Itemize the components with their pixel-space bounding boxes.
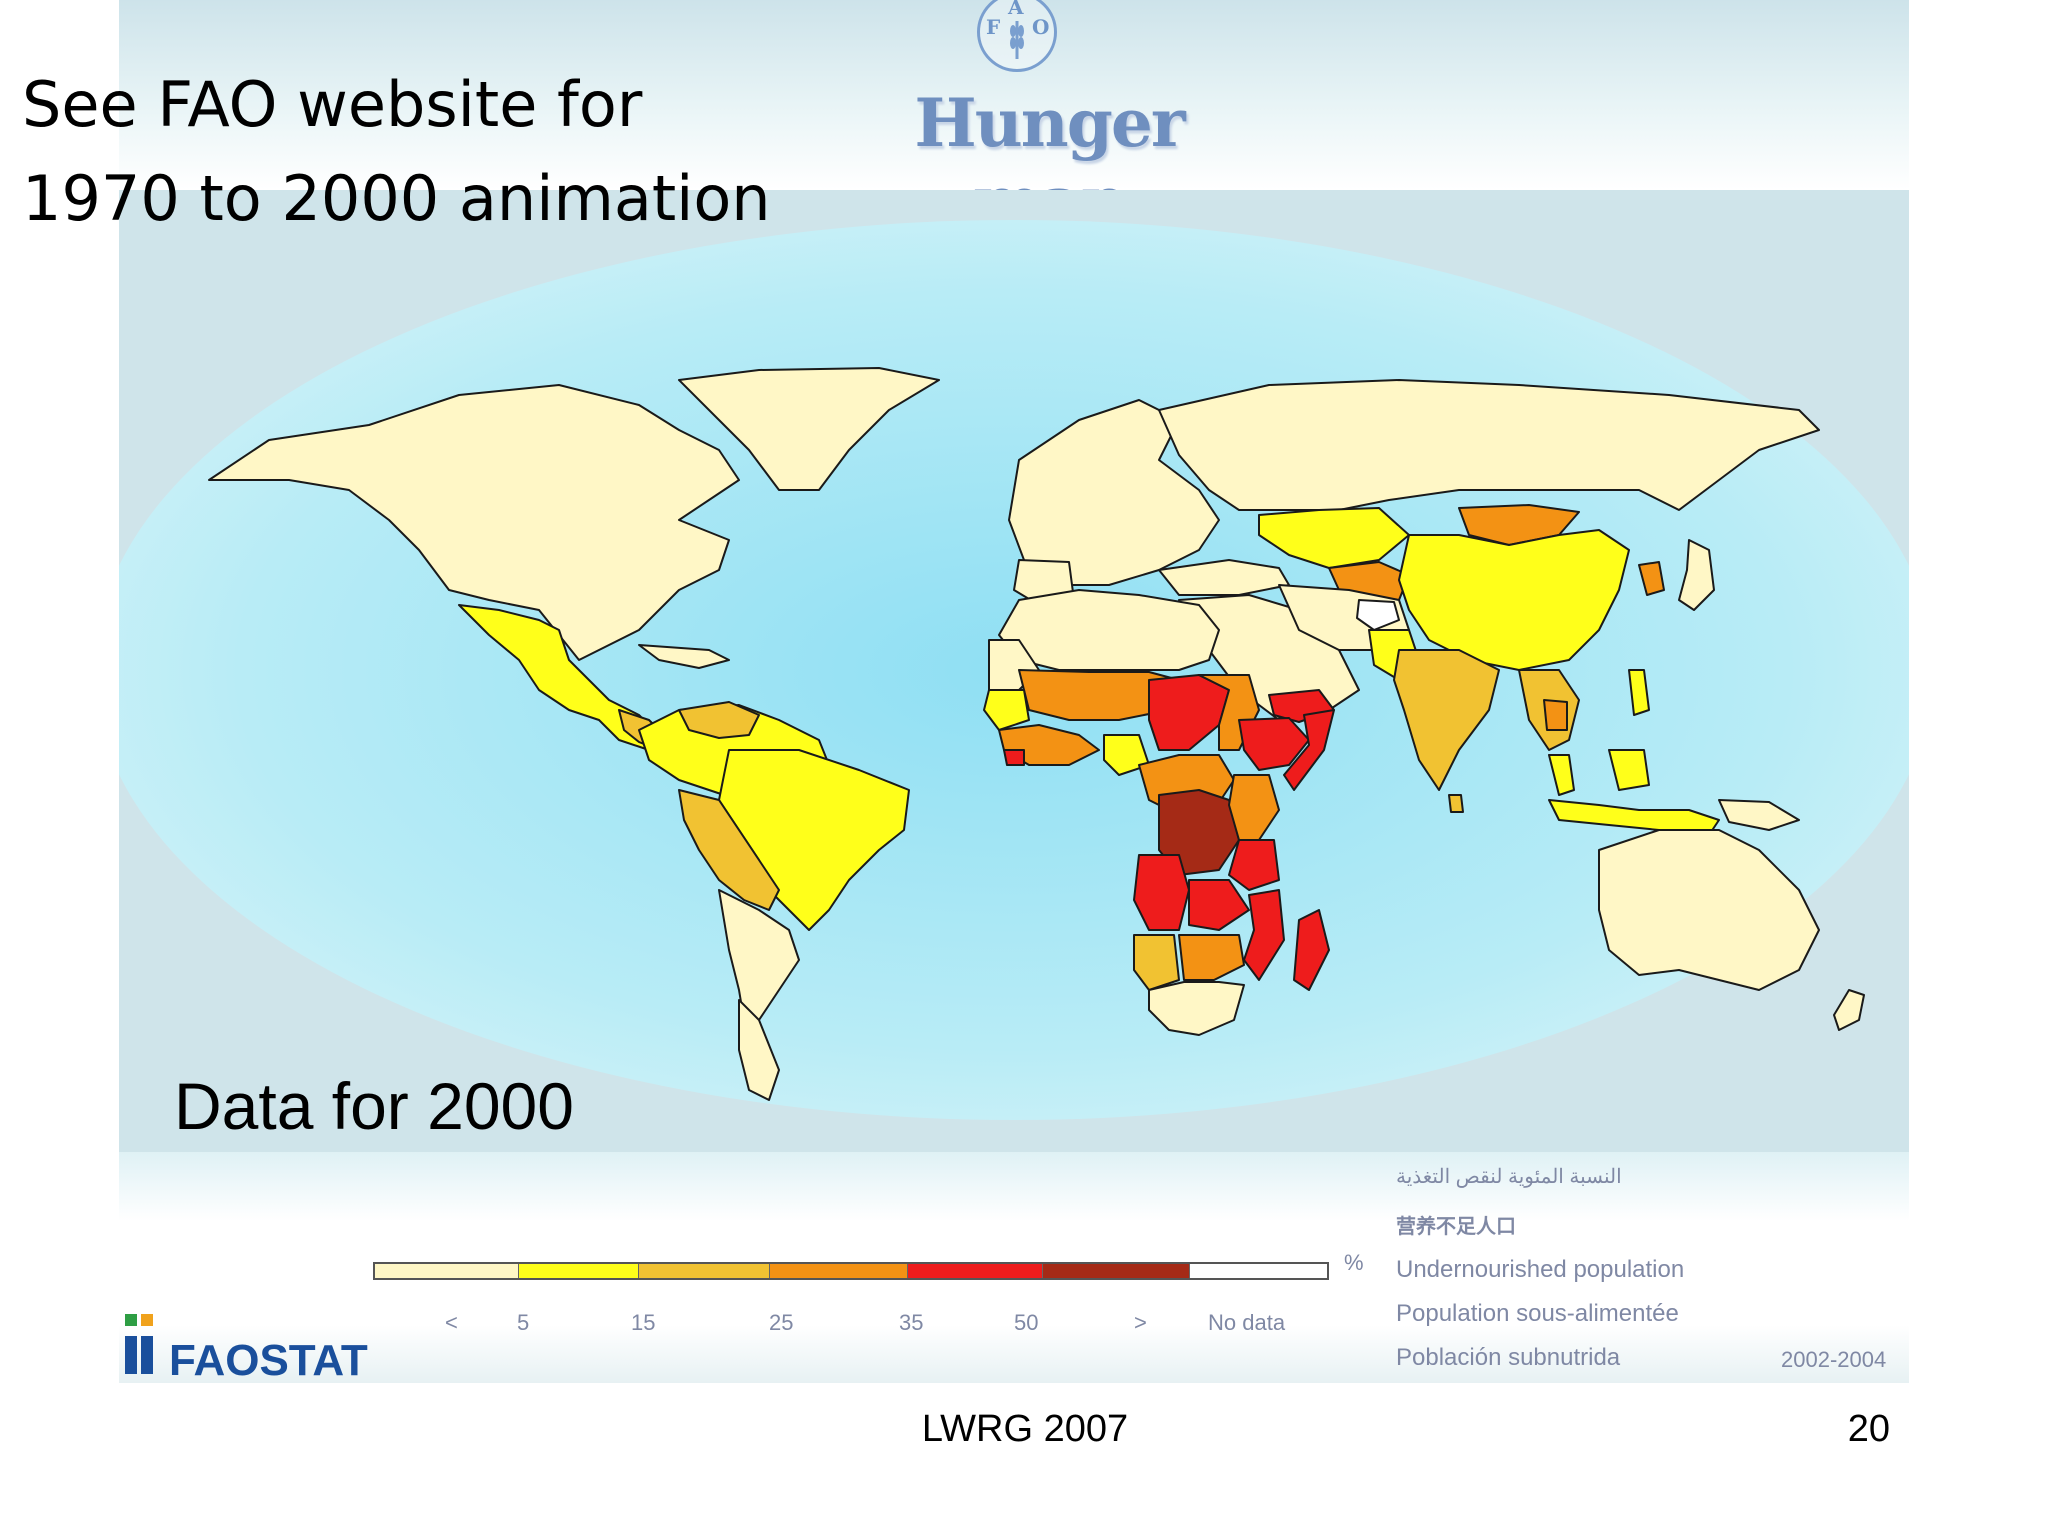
logo-letter-o: O (1032, 15, 1050, 39)
faostat-brand: FAOSTAT (169, 1336, 368, 1383)
legend-panel: % < 5 15 25 35 50 > No data النسبة المئو… (119, 1152, 1909, 1383)
region-tanzania (1228, 839, 1280, 891)
map-header: F A O Hunger map (119, 0, 1909, 240)
hunger-map-figure: F A O Hunger map (119, 0, 1909, 1383)
legend-swatch-gt50 (1043, 1264, 1190, 1278)
region-argentina-south (738, 999, 780, 1101)
region-madagascar (1293, 909, 1330, 991)
region-new-zealand (1833, 989, 1865, 1031)
region-borneo (1608, 749, 1650, 791)
region-mauritania-senegal (983, 689, 1030, 731)
legend-tick-no-data: No data (1208, 1310, 1286, 1335)
legend-tick-50: 50 (1014, 1310, 1039, 1335)
legend-swatch-25-35 (770, 1264, 908, 1278)
region-zambia (1188, 879, 1250, 931)
region-indonesia (1548, 799, 1720, 836)
region-greenland (678, 367, 940, 491)
region-malaysia (1548, 754, 1575, 796)
legend-tick-15: 15 (631, 1310, 656, 1335)
legend-title-chinese: 营养不足人口 (1396, 1216, 1516, 1238)
wheat-ear-icon (1010, 21, 1024, 59)
region-russia (1158, 379, 1820, 511)
slide-note: See FAO website for 1970 to 2000 animati… (22, 58, 771, 246)
slide-footer: LWRG 2007 (921, 1408, 1129, 1450)
region-cambodia-laos (1543, 699, 1568, 731)
legend-color-bar (373, 1262, 1329, 1280)
region-mozambique (1243, 889, 1285, 981)
world-map (119, 190, 1909, 1152)
legend-tick-5: 5 (517, 1310, 530, 1335)
region-peru-bolivia (678, 789, 780, 911)
region-southern-cone (718, 889, 800, 1051)
page-number: 20 (1847, 1408, 1890, 1450)
legend-swatch-5-15 (519, 1264, 639, 1278)
region-kazakhstan (1258, 507, 1410, 569)
region-korea (1638, 561, 1665, 596)
legend-swatch-lt5 (375, 1264, 519, 1278)
legend-title-french: Population sous-alimentée (1396, 1300, 1679, 1327)
region-ethiopia (1238, 717, 1310, 771)
legend-title-spanish: Población subnutrida (1396, 1344, 1621, 1371)
region-afghanistan-nodata (1356, 599, 1400, 631)
fao-logo-icon: F A O (977, 0, 1057, 72)
data-year-caption: Data for 2000 (174, 1069, 574, 1143)
legend-title-english: Undernourished population (1396, 1256, 1685, 1283)
region-namibia (1133, 934, 1180, 991)
legend-title-arabic: النسبة المئوية لنقص التغذية (1396, 1166, 1622, 1188)
legend-tick-35: 35 (899, 1310, 924, 1335)
region-china (1398, 529, 1630, 671)
legend-tick-lt: < (445, 1310, 458, 1335)
region-south-africa (1148, 981, 1245, 1036)
region-sri-lanka (1448, 794, 1464, 813)
legend-unit: % (1344, 1250, 1364, 1275)
region-india (1393, 649, 1500, 791)
legend-tick-gt: > (1134, 1310, 1147, 1335)
slide-note-line-1: See FAO website for (22, 68, 643, 141)
region-new-guinea (1718, 799, 1800, 831)
region-australia (1598, 829, 1820, 991)
region-caribbean (638, 644, 730, 669)
region-angola (1133, 854, 1190, 931)
region-venezuela (678, 701, 760, 739)
region-japan (1678, 539, 1715, 611)
legend-swatch-35-50 (908, 1264, 1043, 1278)
region-nigeria (1103, 734, 1150, 776)
legend-period: 2002-2004 (1781, 1347, 1887, 1372)
region-sierra-leone (1003, 749, 1025, 766)
region-somalia (1283, 709, 1335, 791)
region-philippines (1628, 669, 1650, 716)
logo-letter-f: F (986, 15, 1001, 39)
logo-letter-a: A (1008, 0, 1024, 19)
faostat-logo-icon (125, 1314, 153, 1374)
region-north-america (208, 384, 740, 661)
region-botswana-zimbabwe (1178, 934, 1245, 981)
slide-note-line-2: 1970 to 2000 animation (22, 162, 771, 235)
legend-swatch-15-25 (639, 1264, 770, 1278)
legend-tick-25: 25 (769, 1310, 794, 1335)
legend-swatch-no-data (1190, 1264, 1327, 1278)
